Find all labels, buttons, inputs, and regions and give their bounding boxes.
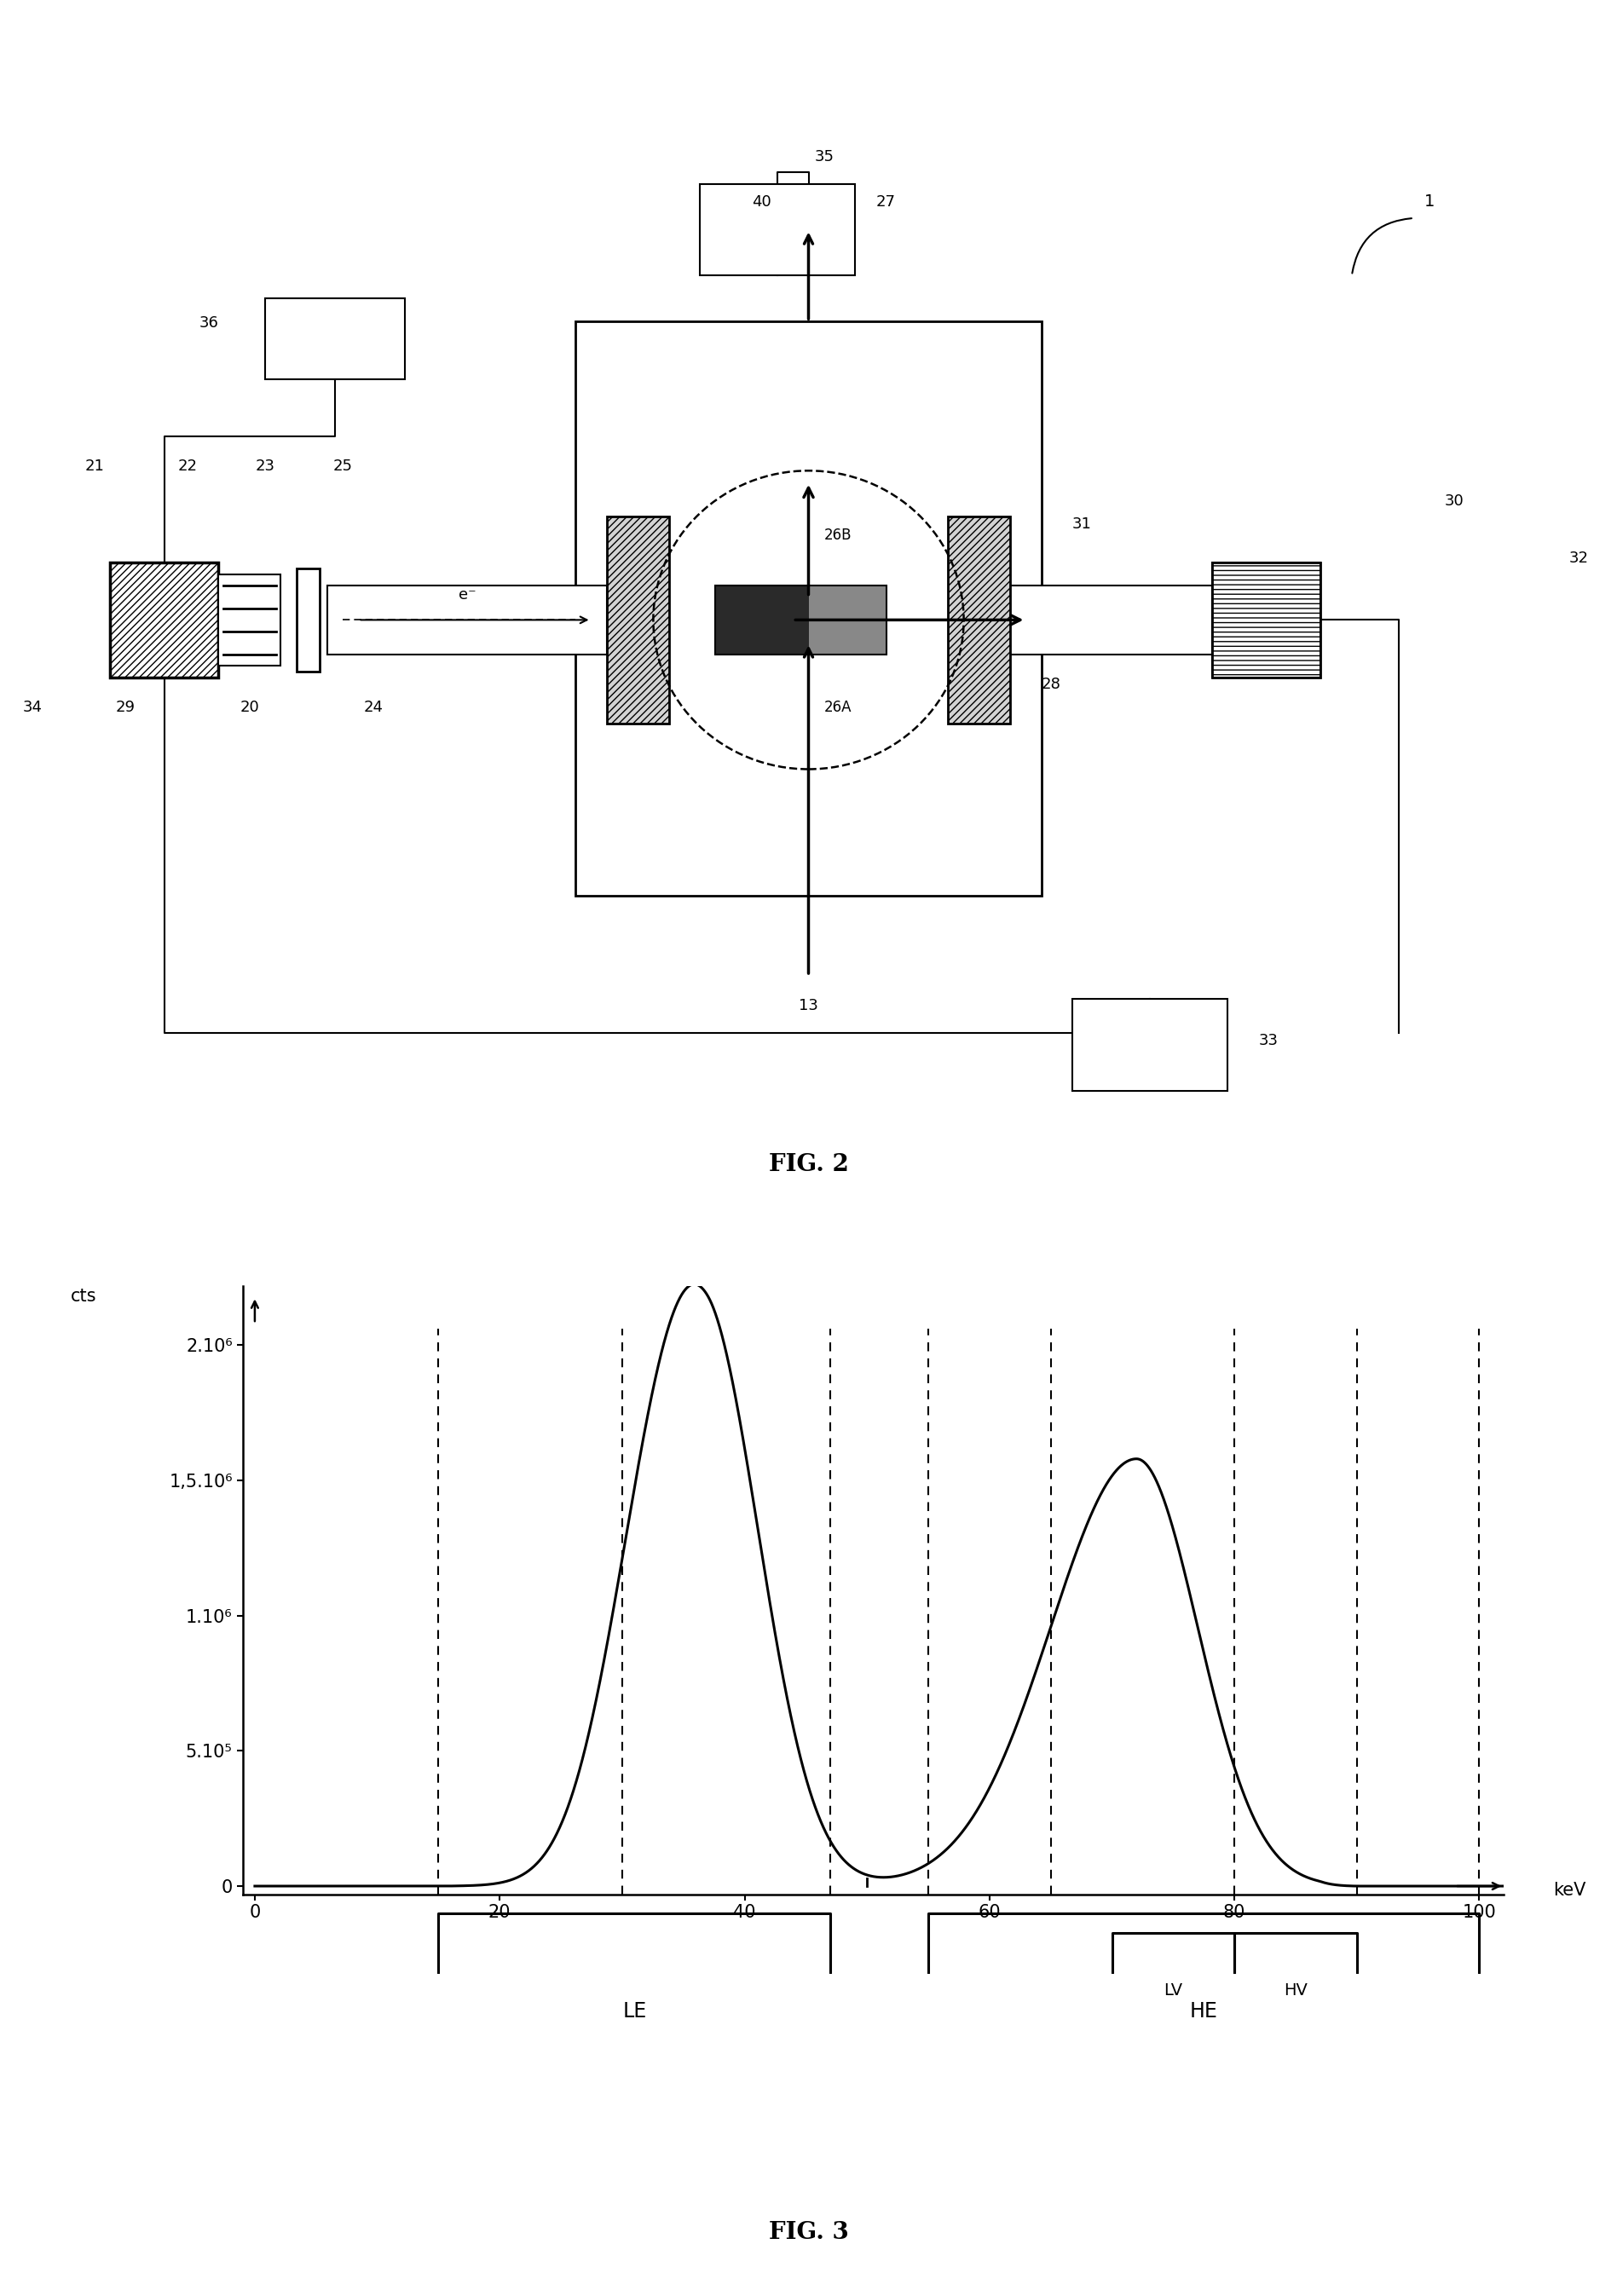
Text: 35: 35: [815, 149, 834, 163]
Bar: [265, 298, 404, 379]
Text: LE: LE: [623, 2002, 647, 2023]
Bar: [948, 517, 1011, 723]
Bar: [327, 585, 606, 654]
Bar: [715, 585, 886, 654]
Text: 40: 40: [752, 195, 771, 209]
Bar: [218, 574, 281, 666]
Text: 13: 13: [799, 999, 818, 1013]
Bar: [110, 563, 218, 677]
Text: 28: 28: [1041, 677, 1061, 691]
Text: 23: 23: [255, 459, 275, 473]
Text: HE: HE: [1190, 2002, 1218, 2023]
Text: 31: 31: [1072, 517, 1091, 530]
Bar: [606, 517, 669, 723]
Bar: [296, 569, 320, 673]
Bar: [110, 563, 218, 677]
Bar: [1213, 563, 1321, 677]
Text: 27: 27: [876, 195, 896, 209]
Text: LV: LV: [1164, 1981, 1182, 1998]
Bar: [808, 585, 886, 654]
Text: keV: keV: [1552, 1883, 1586, 1899]
Text: 29: 29: [116, 700, 136, 714]
Bar: [700, 184, 855, 276]
Text: 24: 24: [364, 700, 383, 714]
Text: 36: 36: [199, 315, 218, 331]
Text: 30: 30: [1446, 494, 1465, 507]
Text: e⁻: e⁻: [458, 588, 475, 604]
Bar: [576, 321, 1041, 895]
Text: 22: 22: [178, 459, 197, 473]
Text: cts: cts: [71, 1288, 97, 1304]
Bar: [1213, 563, 1321, 677]
Text: FIG. 3: FIG. 3: [768, 2220, 849, 2243]
Bar: [1072, 999, 1227, 1091]
Text: 1: 1: [1425, 193, 1434, 209]
Bar: [715, 585, 808, 654]
Text: HV: HV: [1284, 1981, 1308, 1998]
Text: 33: 33: [1258, 1033, 1279, 1047]
Text: 21: 21: [84, 459, 103, 473]
Text: 34: 34: [23, 700, 42, 714]
Text: 26A: 26A: [825, 700, 852, 714]
Text: 20: 20: [239, 700, 259, 714]
Bar: [1011, 585, 1213, 654]
Text: 32: 32: [1568, 551, 1590, 565]
Text: 26B: 26B: [825, 528, 852, 542]
Text: 25: 25: [333, 459, 353, 473]
Text: FIG. 2: FIG. 2: [768, 1153, 849, 1176]
